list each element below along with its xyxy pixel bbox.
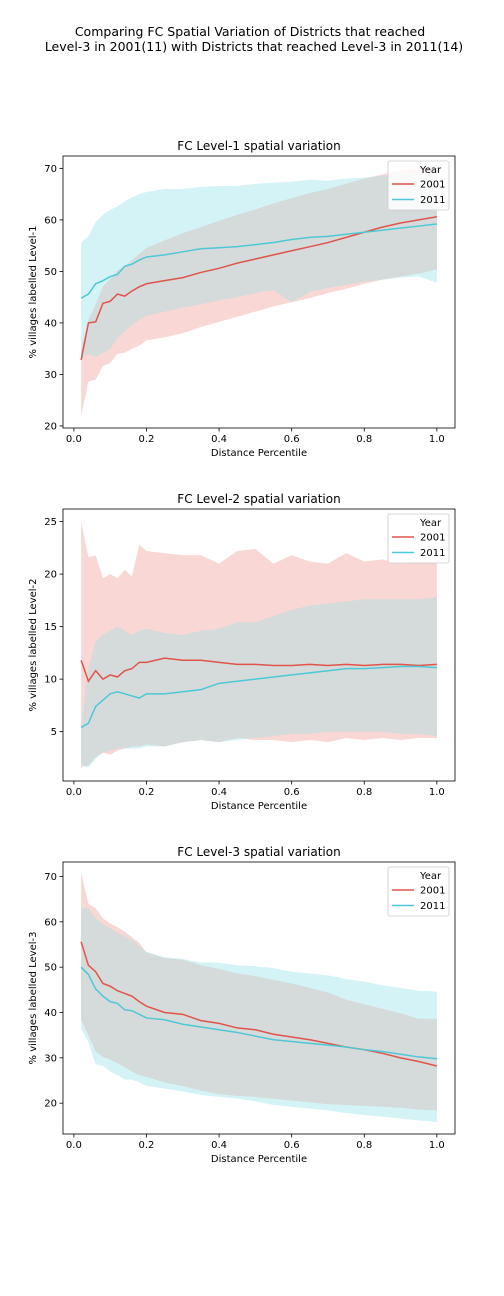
legend-title: Year [419, 518, 442, 529]
x-axis-label: Distance Percentile [211, 801, 307, 812]
y-tick-label: 40 [44, 318, 57, 329]
y-tick-label: 25 [44, 517, 57, 528]
legend-title: Year [419, 871, 442, 882]
y-tick-label: 60 [44, 215, 57, 226]
y-tick-label: 5 [51, 727, 57, 738]
y-tick-label: 20 [44, 570, 57, 581]
axes-frame [62, 861, 456, 1135]
series-line-2001 [80, 657, 437, 683]
chart-title: FC Level-2 spatial variation [177, 492, 340, 506]
y-tick-label: 60 [44, 917, 57, 928]
legend-label-2001: 2001 [420, 533, 445, 544]
y-tick-label: 10 [44, 675, 57, 686]
band-overlap [81, 908, 437, 1111]
x-tick-label: 0.6 [284, 1140, 300, 1151]
y-axis-label: % villages labelled Level-1 [28, 226, 39, 359]
y-tick-label: 40 [44, 1008, 57, 1019]
x-tick-label: 0.8 [356, 434, 372, 445]
legend-label-2001: 2001 [420, 180, 445, 191]
chart-panel-3: 0.0 0.2 0.4 0.6 0.8 1.0 20 30 40 50 60 70 FC Level-3… [28, 845, 456, 1165]
x-tick-label: 1.0 [429, 787, 445, 798]
x-tick-label: 0.2 [139, 787, 155, 798]
series-line-2011 [80, 223, 437, 299]
series-line-2011 [80, 665, 437, 729]
y-tick-label: 70 [44, 164, 57, 175]
x-tick-label: 0.4 [211, 1140, 227, 1151]
y-tick-label: 30 [44, 370, 57, 381]
band-overlap [81, 597, 437, 766]
y-axis-label: % villages labelled Level-2 [28, 579, 39, 712]
legend-box [387, 513, 450, 564]
x-tick-label: 0.4 [211, 434, 227, 445]
legend-label-2011: 2011 [420, 548, 445, 559]
bands [81, 521, 437, 768]
figure-suptitle-line2: Level-3 in 2001(11) with Districts that … [45, 39, 463, 54]
y-tick-label: 15 [44, 622, 57, 633]
x-tick-label: 0.4 [211, 787, 227, 798]
x-tick-label: 0.0 [66, 1140, 82, 1151]
legend: Year 2001 2011 [387, 160, 450, 211]
legend-label-2011: 2011 [420, 901, 445, 912]
y-axis-label: % villages labelled Level-3 [28, 932, 39, 1065]
y-tick-label: 50 [44, 267, 57, 278]
figure-suptitle-line1: Comparing FC Spatial Variation of Distri… [75, 24, 425, 39]
x-axis-label: Distance Percentile [211, 1154, 307, 1165]
x-tick-label: 0.0 [66, 787, 82, 798]
legend-box [387, 866, 450, 917]
chart-panel-1: 0.0 0.2 0.4 0.6 0.8 1.0 20 30 40 50 60 70 FC Level-1… [28, 139, 456, 459]
x-tick-label: 0.8 [356, 787, 372, 798]
axes-frame [62, 155, 456, 429]
y-tick-label: 20 [44, 421, 57, 432]
legend-title: Year [419, 165, 442, 176]
x-tick-label: 0.2 [139, 434, 155, 445]
x-tick-label: 1.0 [429, 1140, 445, 1151]
chart-panel-2: 0.0 0.2 0.4 0.6 0.8 1.0 5 10 15 20 25 FC Level-2 sp… [28, 492, 456, 812]
legend-label-2011: 2011 [420, 195, 445, 206]
x-tick-label: 0.2 [139, 1140, 155, 1151]
x-tick-label: 0.0 [66, 434, 82, 445]
chart-panels: 0.0 0.2 0.4 0.6 0.8 1.0 20 30 40 50 60 70 FC Level-1… [28, 139, 456, 1165]
legend: Year 2001 2011 [387, 513, 450, 564]
series-line-2011 [80, 966, 437, 1060]
x-axis-label: Distance Percentile [211, 448, 307, 459]
y-tick-label: 50 [44, 963, 57, 974]
legend-box [387, 160, 450, 211]
legend: Year 2001 2011 [387, 866, 450, 917]
y-tick-label: 20 [44, 1099, 57, 1110]
y-tick-label: 30 [44, 1053, 57, 1064]
bands [81, 164, 437, 416]
legend-label-2001: 2001 [420, 886, 445, 897]
bands [81, 872, 437, 1123]
band-overlap [81, 172, 437, 359]
y-tick-label: 70 [44, 872, 57, 883]
x-tick-label: 0.6 [284, 434, 300, 445]
x-tick-label: 0.6 [284, 787, 300, 798]
axes-frame [62, 508, 456, 782]
chart-title: FC Level-3 spatial variation [177, 845, 340, 859]
x-tick-label: 1.0 [429, 434, 445, 445]
chart-title: FC Level-1 spatial variation [177, 139, 340, 153]
x-tick-label: 0.8 [356, 1140, 372, 1151]
